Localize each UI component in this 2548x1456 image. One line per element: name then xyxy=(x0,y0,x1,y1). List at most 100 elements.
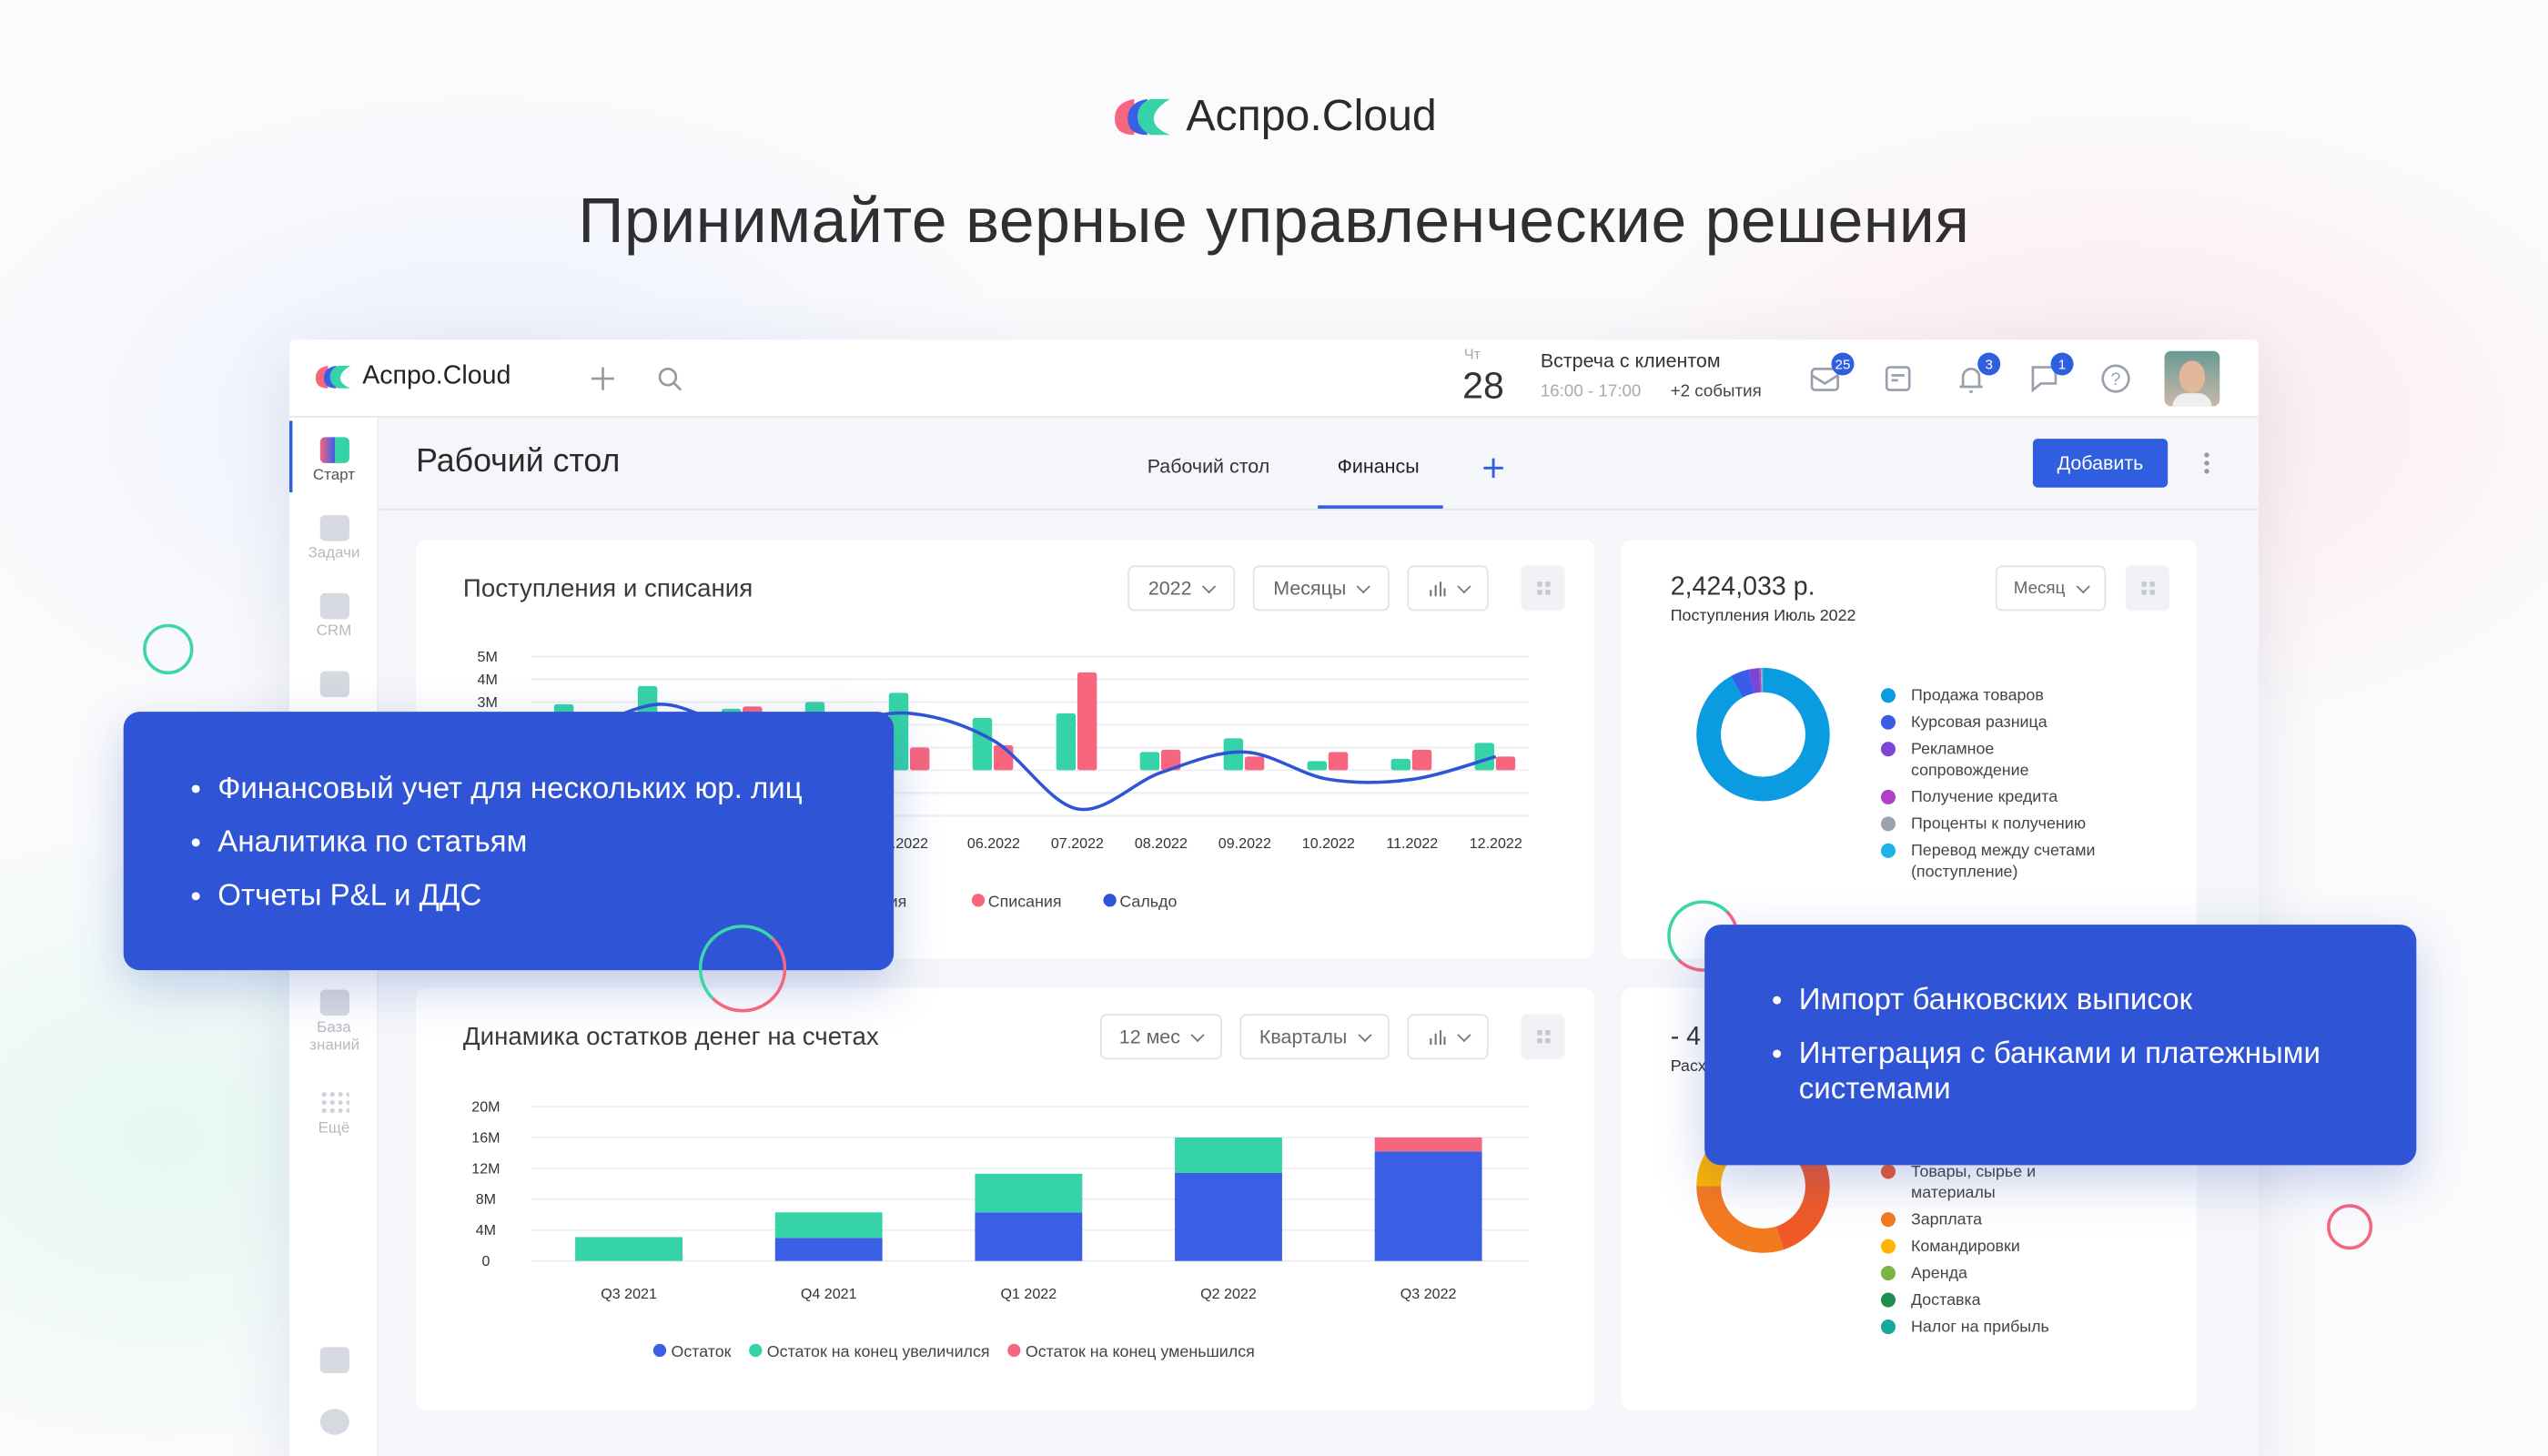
year-dropdown[interactable]: 2022 xyxy=(1127,565,1236,612)
avatar[interactable] xyxy=(2164,350,2220,407)
legend-marker xyxy=(1880,1292,1896,1308)
sidebar-item-tasks[interactable]: Задачи xyxy=(289,515,379,562)
notifications-button[interactable]: 3 xyxy=(1955,352,2001,395)
legend-marker xyxy=(1880,1239,1896,1254)
period-dropdown[interactable]: Кварталы xyxy=(1239,1014,1390,1060)
drag-handle[interactable] xyxy=(1521,565,1565,612)
page-title: Рабочий стол xyxy=(416,443,621,480)
stacked-bar-segment xyxy=(975,1173,1083,1213)
mail-button[interactable]: 25 xyxy=(1808,352,1855,395)
legend-label: Продажа товаров xyxy=(1911,686,2044,704)
mail-badge: 25 xyxy=(1831,352,1855,376)
x-tick-label: 10.2022 xyxy=(1302,835,1355,852)
donut-slice xyxy=(1696,1186,1785,1253)
add-button[interactable]: Добавить xyxy=(2032,439,2169,488)
legend-marker xyxy=(1880,714,1896,730)
range-dropdown[interactable]: 12 мес xyxy=(1099,1014,1222,1060)
x-tick-label: 06.2022 xyxy=(967,835,1020,852)
tab-finance[interactable]: Финансы xyxy=(1337,454,1420,478)
income-bar xyxy=(1390,758,1410,771)
help-button[interactable]: ? xyxy=(2099,362,2132,395)
legend-label: Аренда xyxy=(1911,1263,1967,1281)
notes-button[interactable] xyxy=(1882,362,1915,395)
donut-slice xyxy=(1762,667,1764,693)
sidebar-item-knowledge[interactable]: База знаний xyxy=(289,989,379,1055)
y-tick-label: 12M xyxy=(471,1160,500,1177)
event-title[interactable]: Встреча с клиентом xyxy=(1540,349,1721,372)
y-tick-label: 20M xyxy=(471,1098,500,1115)
expense-bar xyxy=(1495,756,1516,771)
dropdown-value: Месяцы xyxy=(1273,576,1347,600)
legend-marker xyxy=(1880,742,1896,757)
event-time: 16:00 - 17:00 xyxy=(1540,381,1642,402)
x-tick-label: 11.2022 xyxy=(1386,835,1438,852)
aspro-logo-icon xyxy=(1114,98,1170,135)
x-tick-label: .2022 xyxy=(892,835,928,852)
mail-icon xyxy=(1810,368,1839,391)
chart-type-dropdown[interactable] xyxy=(1407,1014,1489,1060)
sidebar-item-label: Старт xyxy=(312,466,356,485)
income-bar xyxy=(1307,761,1328,771)
callout-item: Импорт банковских выписок xyxy=(1770,982,2368,1017)
legend-marker xyxy=(1880,1266,1896,1281)
x-tick-label: Q3 2022 xyxy=(1400,1286,1457,1302)
search-icon[interactable] xyxy=(656,366,682,392)
bell-icon xyxy=(1959,368,1983,393)
sidebar-item-more[interactable]: Ещё xyxy=(289,1090,379,1138)
legend-label: Товары, сырье и xyxy=(1911,1162,2036,1180)
sidebar-item-label: CRM xyxy=(316,622,352,641)
sidebar-item-hidden[interactable] xyxy=(289,671,379,700)
chart-type-dropdown[interactable] xyxy=(1407,565,1489,612)
expense-bar xyxy=(1077,672,1097,771)
day-number: 28 xyxy=(1462,363,1504,407)
more-vertical-icon[interactable] xyxy=(2200,450,2213,477)
sidebar-item-profile[interactable] xyxy=(289,1347,379,1376)
sidebar-item-label: База знаний xyxy=(309,1018,360,1055)
income-bar xyxy=(972,717,993,771)
messages-button[interactable]: 1 xyxy=(2028,352,2074,395)
callout-features-right: Импорт банковских выписок Интеграция с ба… xyxy=(1704,925,2417,1166)
help-icon: ? xyxy=(2101,364,2130,393)
check-icon xyxy=(318,515,349,541)
sidebar-item-settings[interactable] xyxy=(289,1409,379,1438)
callout-item: Отчеты P&L и ДДС xyxy=(188,877,894,913)
stacked-bar-segment xyxy=(1374,1137,1482,1152)
drag-handle[interactable] xyxy=(1521,1014,1565,1060)
donut-slice xyxy=(1696,667,1830,802)
month-dropdown[interactable]: Месяц xyxy=(1995,565,2107,612)
x-tick-label: Q1 2022 xyxy=(1001,1286,1057,1302)
expense-subtitle: Расх xyxy=(1670,1057,1706,1077)
tab-desktop[interactable]: Рабочий стол xyxy=(1147,454,1270,478)
drag-handle[interactable] xyxy=(2125,565,2169,612)
legend-label: Остаток на конец увеличился xyxy=(767,1342,990,1360)
expense-bar xyxy=(909,747,930,771)
income-bar xyxy=(1223,738,1244,771)
decor-ring xyxy=(2327,1204,2373,1250)
x-tick-label: 07.2022 xyxy=(1051,835,1104,852)
legend-label: Сальдо xyxy=(1119,892,1177,910)
decor-ring xyxy=(143,623,194,675)
legend-label: Рекламное xyxy=(1911,740,1994,758)
gear-icon xyxy=(318,1409,349,1435)
add-tab-icon[interactable] xyxy=(1482,457,1505,480)
headline: Принимайте верные управленческие решения xyxy=(578,187,1970,258)
expense-bar xyxy=(1160,749,1181,771)
sidebar-item-crm[interactable]: CRM xyxy=(289,592,379,641)
day-name: Чт xyxy=(1463,346,1481,363)
x-tick-label: Q4 2021 xyxy=(801,1286,857,1302)
dropdown-value: 12 мес xyxy=(1118,1025,1180,1048)
event-more-link[interactable]: +2 события xyxy=(1670,381,1762,402)
user-icon xyxy=(318,1347,349,1373)
legend-marker xyxy=(1007,1343,1021,1358)
sidebar-item-start[interactable]: Старт xyxy=(289,437,379,484)
stacked-bar-segment xyxy=(774,1238,883,1261)
income-total: 2,424,033 р. xyxy=(1670,573,1815,602)
expense-bar xyxy=(1244,756,1265,771)
plus-icon[interactable] xyxy=(590,366,616,392)
y-tick-label: 4M xyxy=(478,672,498,688)
stacked-bar-segment xyxy=(774,1212,883,1239)
app-logo[interactable]: Аспро.Cloud xyxy=(314,362,511,391)
period-dropdown[interactable]: Месяцы xyxy=(1252,565,1390,612)
x-tick-label: Q3 2021 xyxy=(601,1286,657,1302)
